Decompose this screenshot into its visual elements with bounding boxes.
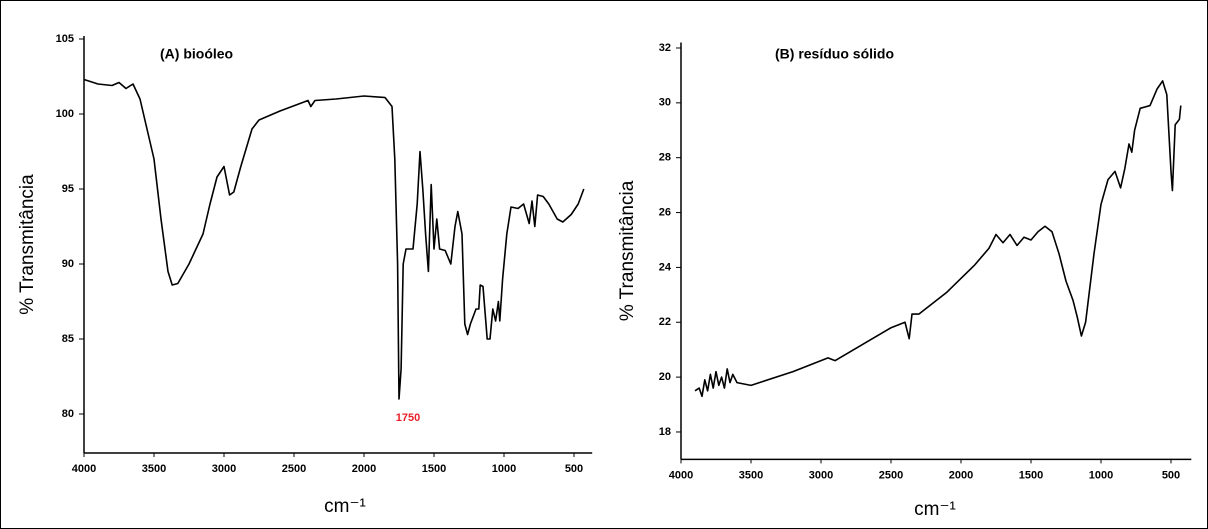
y-tick-label: 28: [659, 152, 671, 164]
x-tick-label: 3000: [809, 469, 833, 481]
y-tick-label: 22: [659, 316, 671, 328]
x-tick-label: 2500: [879, 469, 903, 481]
y-tick-label: 90: [62, 258, 74, 270]
x-tick-label: 4000: [72, 463, 96, 475]
x-tick-label: 2000: [949, 469, 973, 481]
x-tick-label: 4000: [669, 469, 693, 481]
y-axis-label: % Transmitância: [617, 180, 638, 321]
x-tick-label: 1000: [492, 463, 516, 475]
y-tick-label: 100: [56, 108, 74, 120]
y-tick-label: 80: [62, 408, 74, 420]
x-tick-label: 1500: [422, 463, 446, 475]
x-tick-label: 3000: [212, 463, 236, 475]
x-tick-label: 500: [565, 463, 583, 475]
spectrum-line: [83, 78, 585, 400]
y-tick-label: 26: [659, 206, 671, 218]
x-tick-label: 2500: [282, 463, 306, 475]
y-tick-label: 30: [659, 97, 671, 109]
y-tick-label: 105: [56, 33, 74, 45]
y-tick-label: 24: [659, 261, 672, 273]
annotation: 1750: [396, 412, 420, 424]
chart-title: (A) bioóleo: [160, 46, 233, 62]
y-tick-label: 85: [62, 333, 74, 345]
x-axis-label: cm⁻¹: [914, 499, 956, 520]
y-axis-label: % Transmitância: [17, 174, 38, 315]
x-tick-label: 1000: [1089, 469, 1113, 481]
y-tick-label: 95: [62, 183, 74, 195]
x-tick-label: 500: [1162, 469, 1180, 481]
y-tick-label: 18: [659, 426, 671, 438]
y-tick-label: 20: [659, 371, 671, 383]
x-tick-label: 1500: [1019, 469, 1043, 481]
y-tick-label: 32: [659, 42, 671, 54]
x-axis-label: cm⁻¹: [324, 496, 366, 517]
x-tick-label: 3500: [739, 469, 763, 481]
x-tick-label: 2000: [352, 463, 376, 475]
chart-title: (B) resíduo sólido: [775, 46, 894, 62]
spectrum-line: [694, 80, 1182, 398]
x-tick-label: 3500: [142, 463, 166, 475]
